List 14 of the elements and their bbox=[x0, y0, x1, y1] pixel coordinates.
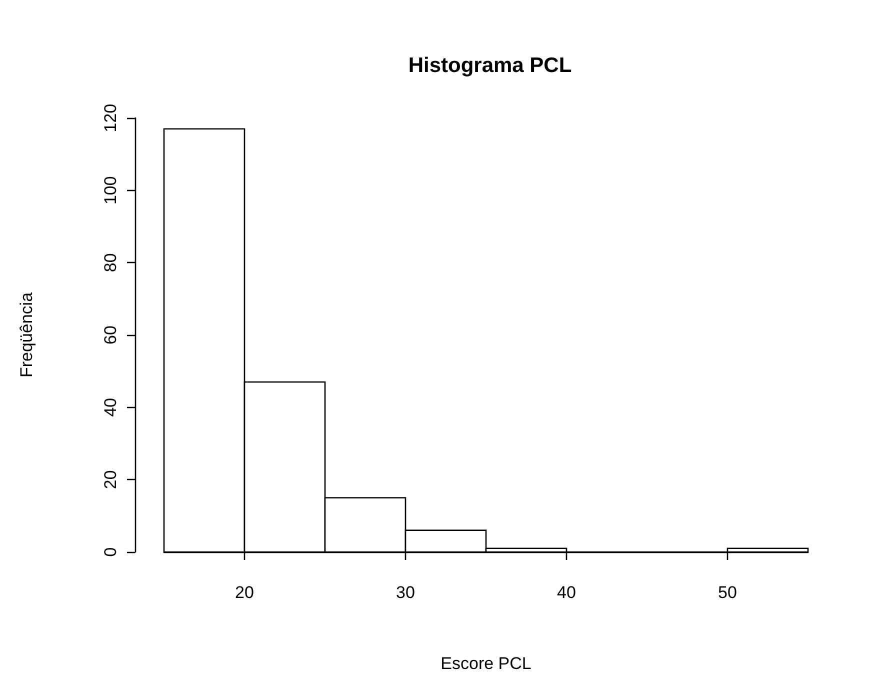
chart-title: Histograma PCL bbox=[408, 54, 572, 77]
y-axis-title: Freqüência bbox=[17, 292, 36, 378]
x-axis-title: Escore PCL bbox=[440, 654, 532, 673]
y-tick-label: 100 bbox=[101, 176, 120, 205]
y-tick-label: 40 bbox=[101, 398, 120, 417]
y-tick-label: 120 bbox=[101, 104, 120, 132]
x-tick-label: 50 bbox=[718, 583, 737, 602]
x-tick-label: 20 bbox=[235, 583, 254, 602]
y-tick-label: 80 bbox=[101, 253, 120, 272]
y-tick-label: 0 bbox=[101, 547, 120, 557]
y-tick-label: 60 bbox=[101, 326, 120, 344]
x-tick-label: 30 bbox=[396, 583, 415, 602]
x-tick-label: 40 bbox=[557, 583, 576, 602]
y-tick-label: 20 bbox=[101, 470, 120, 490]
